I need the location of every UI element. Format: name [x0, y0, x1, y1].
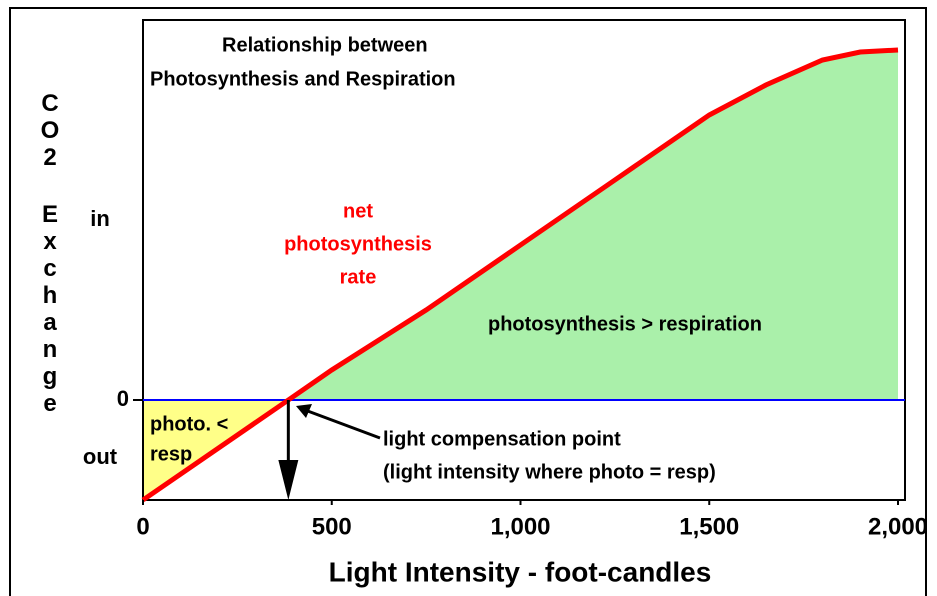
down-arrow-head: [278, 460, 299, 500]
x-tick-label: 500: [312, 513, 352, 540]
above-region: [288, 50, 898, 400]
curve-label: photosynthesis: [284, 233, 432, 255]
net-photosynthesis-line: [141, 47, 899, 503]
below-label: photo. <: [150, 413, 228, 435]
x-tick-label: 1,000: [490, 513, 550, 540]
plot-area: [142, 19, 906, 501]
y-tick-label: 0: [117, 386, 129, 411]
below-label: resp: [150, 443, 192, 465]
above-label: photosynthesis > respiration: [488, 313, 762, 335]
point-label: (light intensity where photo = resp): [383, 461, 716, 483]
pointer-arrow-head: [296, 404, 312, 418]
x-axis-label: Light Intensity - foot-candles: [329, 556, 712, 587]
pointer-arrow-shaft: [304, 408, 381, 440]
title: Relationship between: [222, 34, 428, 56]
point-label: light compensation point: [383, 428, 621, 450]
curve-label: net: [343, 200, 373, 222]
x-tick-label: 2,000: [868, 513, 928, 540]
title: Photosynthesis and Respiration: [150, 68, 456, 90]
frame: [9, 7, 927, 596]
x-tick-label: 0: [136, 513, 149, 540]
y-region-upper: in: [90, 206, 110, 231]
x-tick-label: 1,500: [679, 513, 739, 540]
y-region-lower: out: [83, 444, 118, 469]
curve-label: rate: [340, 266, 377, 288]
